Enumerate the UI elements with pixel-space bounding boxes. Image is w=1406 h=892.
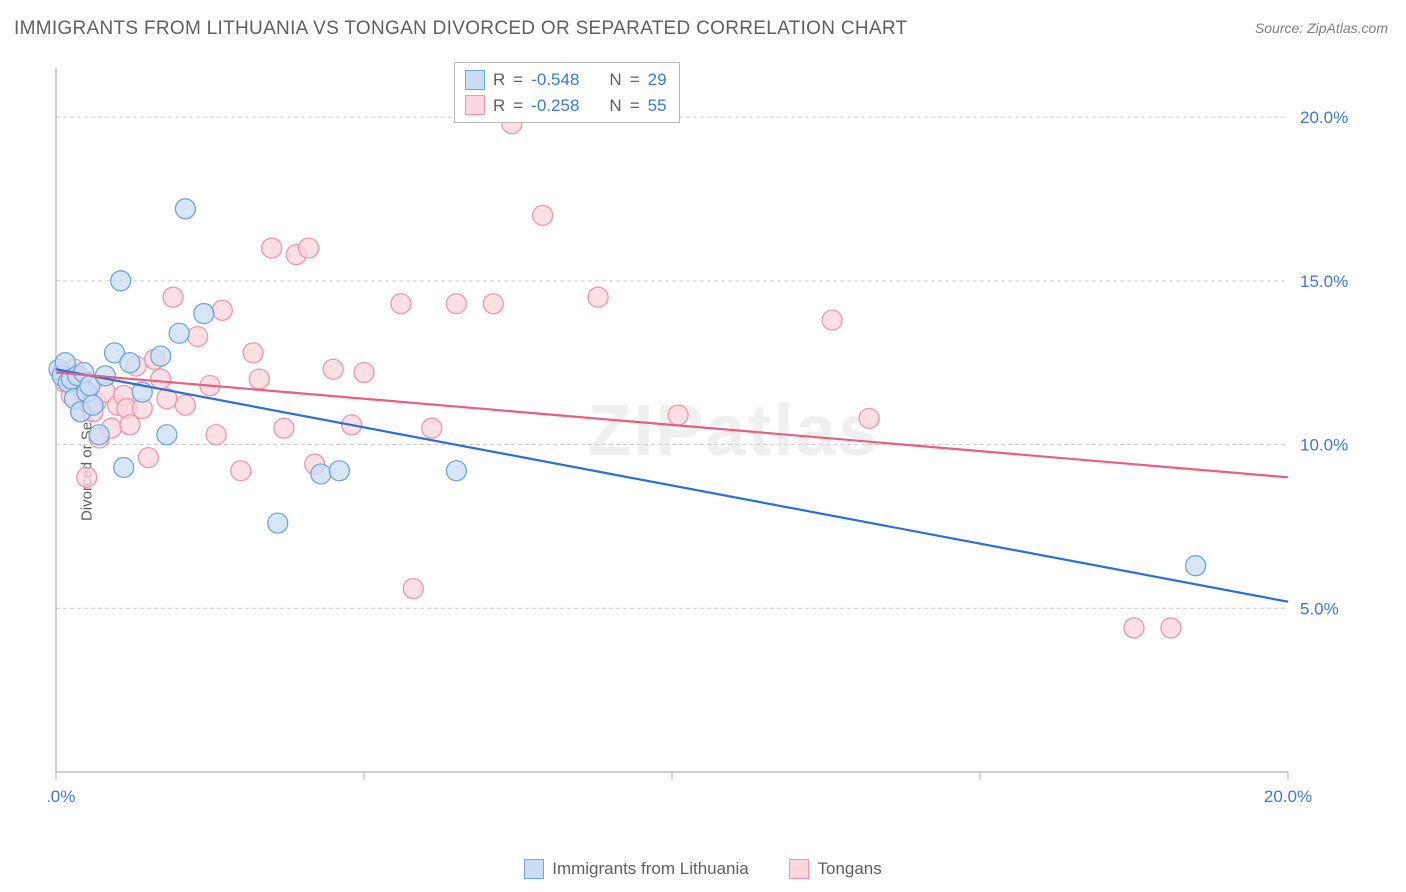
swatch-tongans bbox=[465, 95, 485, 115]
legend-item-tongans: Tongans bbox=[789, 859, 881, 879]
n-label: N bbox=[609, 67, 621, 93]
svg-text:10.0%: 10.0% bbox=[1300, 436, 1348, 455]
chart-container: IMMIGRANTS FROM LITHUANIA VS TONGAN DIVO… bbox=[0, 0, 1406, 892]
legend-label-tongans: Tongans bbox=[817, 859, 881, 879]
r-value-lithuania: -0.548 bbox=[531, 67, 579, 93]
stats-row-tongans: R = -0.258 N = 55 bbox=[465, 93, 667, 119]
legend-item-lithuania: Immigrants from Lithuania bbox=[524, 859, 749, 879]
n-value-tongans: 55 bbox=[648, 93, 667, 119]
series-legend: Immigrants from Lithuania Tongans bbox=[0, 859, 1406, 884]
correlation-stats-legend: R = -0.548 N = 29 R = -0.258 N = 55 bbox=[454, 62, 680, 123]
scatter-plot: 5.0%10.0%15.0%20.0%0.0%20.0%ZIPatlas bbox=[48, 60, 1368, 820]
r-label: R bbox=[493, 67, 505, 93]
svg-text:20.0%: 20.0% bbox=[1264, 787, 1312, 806]
swatch-lithuania bbox=[465, 70, 485, 90]
legend-label-lithuania: Immigrants from Lithuania bbox=[552, 859, 749, 879]
svg-text:0.0%: 0.0% bbox=[48, 787, 75, 806]
legend-swatch-lithuania bbox=[524, 859, 544, 879]
n-value-lithuania: 29 bbox=[648, 67, 667, 93]
svg-text:20.0%: 20.0% bbox=[1300, 108, 1348, 127]
source-credit: Source: ZipAtlas.com bbox=[1255, 20, 1388, 36]
svg-text:15.0%: 15.0% bbox=[1300, 272, 1348, 291]
chart-title: IMMIGRANTS FROM LITHUANIA VS TONGAN DIVO… bbox=[14, 18, 907, 40]
svg-text:5.0%: 5.0% bbox=[1300, 599, 1339, 618]
legend-swatch-tongans bbox=[789, 859, 809, 879]
stats-row-lithuania: R = -0.548 N = 29 bbox=[465, 67, 667, 93]
r-value-tongans: -0.258 bbox=[531, 93, 579, 119]
